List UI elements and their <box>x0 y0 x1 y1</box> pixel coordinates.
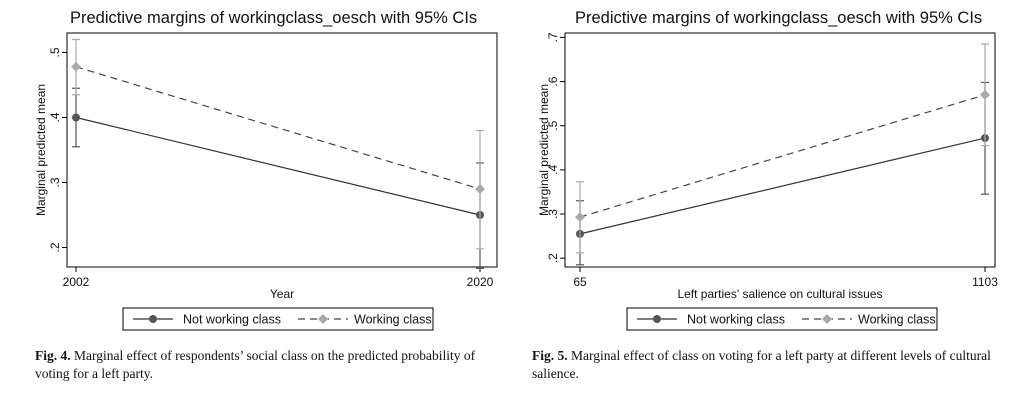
legend-working-marker <box>318 314 328 324</box>
plot-frame <box>564 32 996 268</box>
y-tick-label: .4 <box>48 112 62 122</box>
working-class-line <box>579 94 986 218</box>
legend-working-label: Working class <box>858 313 936 327</box>
caption-fig5: Fig. 5. Marginal effect of class on voti… <box>532 347 1012 383</box>
x-tick-label: 2020 <box>467 275 494 289</box>
x-axis-label: Left parties' salience on cultural issue… <box>677 287 882 301</box>
caption-fig4: Fig. 4. Marginal effect of respondents’ … <box>35 347 505 383</box>
y-tick-label: .6 <box>546 76 560 86</box>
y-tick-label: .2 <box>546 253 560 263</box>
y-tick-label: .7 <box>546 32 560 42</box>
y-tick-label: .2 <box>48 242 62 252</box>
y-tick-label: .3 <box>48 177 62 187</box>
y-axis-label: Marginal predicted mean <box>537 84 551 216</box>
legend-not-working-marker <box>653 315 661 323</box>
y-axis-label: Marginal predicted mean <box>34 84 48 216</box>
x-tick-label: 1103 <box>972 275 998 289</box>
working-class-point <box>71 61 81 72</box>
caption-fig5-text: Marginal effect of class on voting for a… <box>532 348 991 381</box>
chart-group: Predictive margins of workingclass_oesch… <box>537 9 998 331</box>
y-tick-label: .5 <box>546 120 560 130</box>
not-working-class-line <box>579 137 986 235</box>
legend-working-label: Working class <box>354 313 432 327</box>
caption-fig5-label: Fig. 5. <box>532 348 568 363</box>
not-working-class-point <box>72 113 80 122</box>
y-tick-label: .5 <box>48 47 62 57</box>
legend-not-working-marker <box>149 315 157 323</box>
working-class-point <box>980 89 990 100</box>
y-tick-label: .3 <box>546 209 560 219</box>
legend-working-marker <box>822 314 832 324</box>
legend-box <box>626 307 938 331</box>
caption-fig4-text: Marginal effect of respondents’ social c… <box>35 348 476 381</box>
x-tick-label: 2002 <box>63 275 90 289</box>
y-tick-label: .4 <box>546 165 560 175</box>
x-tick-label: 65 <box>573 275 587 289</box>
legend-not-working-label: Not working class <box>687 313 785 327</box>
chart-group: Predictive margins of workingclass_oesch… <box>34 9 498 331</box>
working-class-point <box>475 184 485 194</box>
plot-frame <box>66 32 498 268</box>
not-working-class-line <box>75 116 481 216</box>
legend-box <box>122 307 434 331</box>
legend-not-working-label: Not working class <box>183 313 281 327</box>
chart-fig4: Predictive margins of workingclass_oesch… <box>34 9 498 331</box>
chart-title: Predictive margins of workingclass_oesch… <box>575 9 982 27</box>
chart-title: Predictive margins of workingclass_oesch… <box>70 9 477 27</box>
x-axis-label: Year <box>270 287 294 301</box>
working-class-line <box>75 66 481 190</box>
chart-fig5: Predictive margins of workingclass_oesch… <box>537 9 998 331</box>
working-class-point <box>575 212 585 223</box>
caption-fig4-label: Fig. 4. <box>35 348 71 363</box>
